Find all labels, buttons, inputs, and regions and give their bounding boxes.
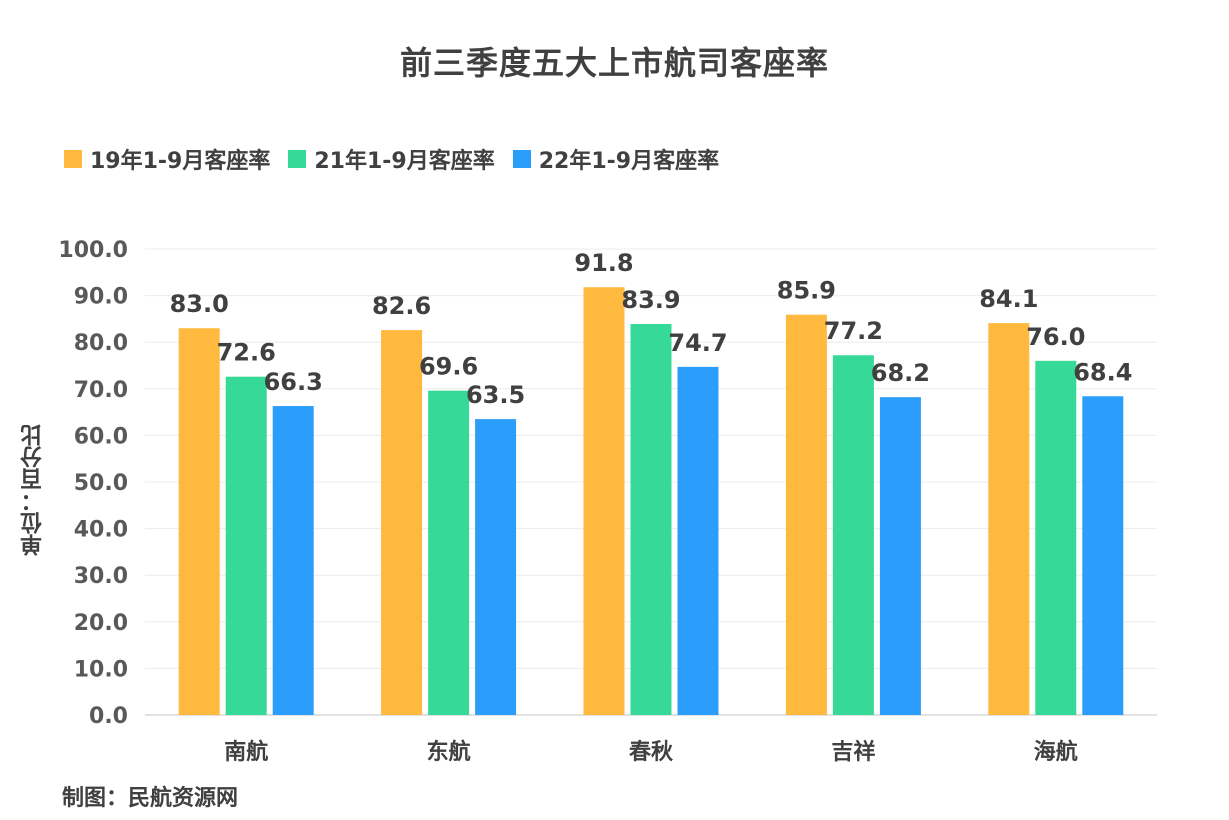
data-label: 68.4 — [1073, 358, 1132, 386]
y-tick-label: 100.0 — [58, 238, 128, 263]
data-label: 83.0 — [170, 290, 229, 318]
legend-swatch-2021 — [288, 150, 307, 168]
legend-label-2019: 19年1-9月客座率 — [90, 149, 271, 174]
data-label: 83.9 — [621, 286, 680, 314]
bar — [677, 366, 719, 715]
bar — [381, 330, 423, 715]
data-label: 68.2 — [871, 359, 930, 387]
data-label: 66.3 — [264, 368, 323, 396]
y-tick-label: 70.0 — [74, 378, 128, 403]
x-category-label: 东航 — [427, 739, 471, 765]
bar — [178, 328, 220, 715]
legend-item-2022: 22年1-9月客座率 — [512, 143, 720, 175]
chart-title: 前三季度五大上市航司客座率 — [399, 44, 829, 82]
bar — [428, 390, 470, 715]
bar — [785, 314, 827, 715]
legend: 19年1-9月客座率 21年1-9月客座率 22年1-9月客座率 — [64, 143, 719, 175]
legend-item-2021: 21年1-9月客座率 — [288, 143, 495, 175]
data-label: 74.7 — [668, 329, 727, 357]
y-tick-label: 10.0 — [74, 657, 128, 682]
data-label: 84.1 — [979, 285, 1038, 313]
x-category-label: 海航 — [1034, 739, 1078, 765]
y-tick-label: 30.0 — [74, 564, 128, 589]
y-tick-label: 90.0 — [74, 285, 128, 310]
source-note: 制图：民航资源网 — [62, 786, 239, 811]
data-label: 82.6 — [372, 292, 431, 320]
y-tick-label: 40.0 — [74, 518, 128, 543]
data-label: 76.0 — [1026, 323, 1085, 351]
bar — [832, 355, 874, 715]
data-label: 69.6 — [419, 353, 478, 381]
bar-chart: 0.0 10.0 20.0 30.0 40.0 50.0 60.0 70.0 80.0 90.0 1… — [58, 238, 1157, 765]
data-label: 72.6 — [217, 339, 276, 367]
data-label: 85.9 — [777, 277, 836, 305]
y-tick-label: 0.0 — [89, 704, 128, 729]
bar — [583, 287, 625, 715]
bar — [475, 419, 517, 715]
bar — [630, 324, 672, 715]
bar — [988, 323, 1030, 715]
bar — [1082, 396, 1124, 715]
legend-swatch-2019 — [64, 150, 82, 168]
x-category-label: 春秋 — [629, 740, 674, 765]
data-label: 91.8 — [574, 249, 633, 277]
legend-item-2019: 19年1-9月客座率 — [64, 143, 270, 175]
data-label: 77.2 — [824, 317, 883, 345]
bar — [1035, 360, 1077, 715]
legend-label-2022: 22年1-9月客座率 — [538, 149, 720, 174]
legend-swatch-2022 — [512, 150, 531, 168]
y-tick-label: 80.0 — [74, 331, 128, 356]
bar — [879, 397, 921, 715]
y-tick-label: 20.0 — [74, 611, 128, 636]
legend-label-2021: 21年1-9月客座率 — [314, 149, 495, 174]
y-tick-label: 50.0 — [74, 471, 128, 496]
x-category-label: 吉祥 — [831, 739, 875, 765]
data-label: 63.5 — [466, 381, 525, 409]
bar — [225, 376, 267, 715]
y-tick-label: 60.0 — [74, 424, 128, 449]
bar — [272, 406, 314, 715]
x-category-label: 南航 — [224, 739, 268, 765]
